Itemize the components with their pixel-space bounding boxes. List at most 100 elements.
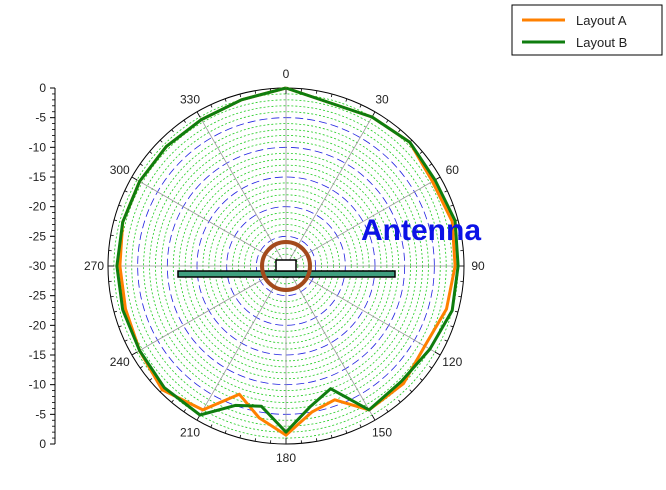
angle-tick [398,129,401,133]
angle-spoke [196,265,287,421]
radial-tick-label: -15 [29,348,47,362]
angle-tick [371,414,376,421]
angle-spoke [285,265,376,421]
angle-tick [171,129,174,133]
angle-label: 120 [442,355,462,369]
radial-tick-label: -15 [29,170,47,184]
radial-tick-label: 0 [39,81,46,95]
angle-tick [359,424,362,428]
antenna-annotation: Antenna [361,214,481,247]
angle-tick [419,151,423,154]
angle-tick [458,234,462,237]
series-layer [115,86,460,437]
angle-tick [196,111,201,118]
angle-spoke [131,265,287,356]
angle-tick [444,190,448,193]
angle-tick [450,204,454,207]
angle-tick [386,409,389,413]
angle-tick [110,234,114,237]
angle-tick [254,438,257,442]
angle-tick [429,163,433,166]
antenna-board [177,270,396,278]
angle-label: 150 [372,425,392,439]
angle-tick [419,378,423,381]
legend: Layout A Layout B [511,4,663,56]
radial-tick-label: -20 [29,200,47,214]
angle-labels: 0 30 60 90 120 150 180 210 240 270 300 330 [84,67,485,465]
angle-spoke [285,176,441,267]
angle-tick [149,378,153,381]
radial-tick-label: -5 [35,111,46,125]
legend-label: Layout A [576,13,627,28]
angle-tick [315,90,318,94]
angle-tick [450,325,454,328]
angle-tick [124,190,128,193]
angle-tick [210,424,213,428]
angle-label: 30 [375,93,389,107]
radial-scale-axis: 0 -5 -10 -15 -20 -25 -30 -25 -20 -15 -10 -5 0 [29,81,56,451]
angle-spoke [285,111,376,267]
angle-tick [239,434,242,439]
angle-tick [210,104,213,108]
angle-tick [386,119,389,123]
series-line-layout-b [115,86,460,434]
angle-tick [458,295,462,298]
angle-label: 330 [180,93,200,107]
radial-tick-label: -10 [29,378,47,392]
angle-tick [444,339,448,342]
angle-label: 180 [276,451,296,465]
radial-tick-label: -30 [29,259,47,273]
radial-tick-label: -25 [29,289,47,303]
angle-tick [434,351,441,356]
angle-spoke [285,265,441,356]
angle-label: 240 [110,355,130,369]
legend-label: Layout B [576,35,627,50]
angle-tick [330,93,333,98]
angle-tick [359,104,362,108]
angle-label: 90 [471,259,485,273]
angle-tick [113,219,118,222]
angle-tick [124,339,128,342]
angle-spoke [131,176,287,267]
angle-tick [139,163,143,166]
angle-tick [183,119,186,123]
radial-tick-label: -5 [35,407,46,421]
angle-tick [239,93,242,98]
antenna-ring [260,240,312,292]
angle-tick [149,151,153,154]
angle-tick [159,139,163,143]
angle-tick [118,325,122,328]
angle-tick [345,430,348,434]
angle-tick [398,399,401,403]
angle-tick [171,399,174,403]
legend-box [511,4,663,56]
radial-tick-label: -25 [29,229,47,243]
angle-label: 0 [283,67,290,81]
angle-tick [454,310,459,313]
angle-tick [315,438,318,442]
angle-tick [345,98,348,102]
angle-tick [224,430,227,434]
angle-tick [131,351,138,356]
radial-tick-label: -10 [29,140,47,154]
radial-tick-label: 0 [39,437,46,451]
angle-tick [224,98,227,102]
angle-tick [113,310,118,313]
angle-label: 210 [180,425,200,439]
angle-tick [330,434,333,439]
angle-label: 270 [84,259,104,273]
angle-tick [254,90,257,94]
angle-tick [110,295,114,298]
angle-spokes [108,88,464,444]
angle-tick [183,409,186,413]
radial-tick-label: -20 [29,318,47,332]
antenna-element [275,259,297,272]
antenna-graphic [177,240,396,292]
angle-label: 300 [110,163,130,177]
angle-tick [409,389,413,393]
angle-tick [131,176,138,181]
angle-tick [139,366,143,369]
angle-tick [429,366,433,369]
angle-label: 60 [446,163,460,177]
